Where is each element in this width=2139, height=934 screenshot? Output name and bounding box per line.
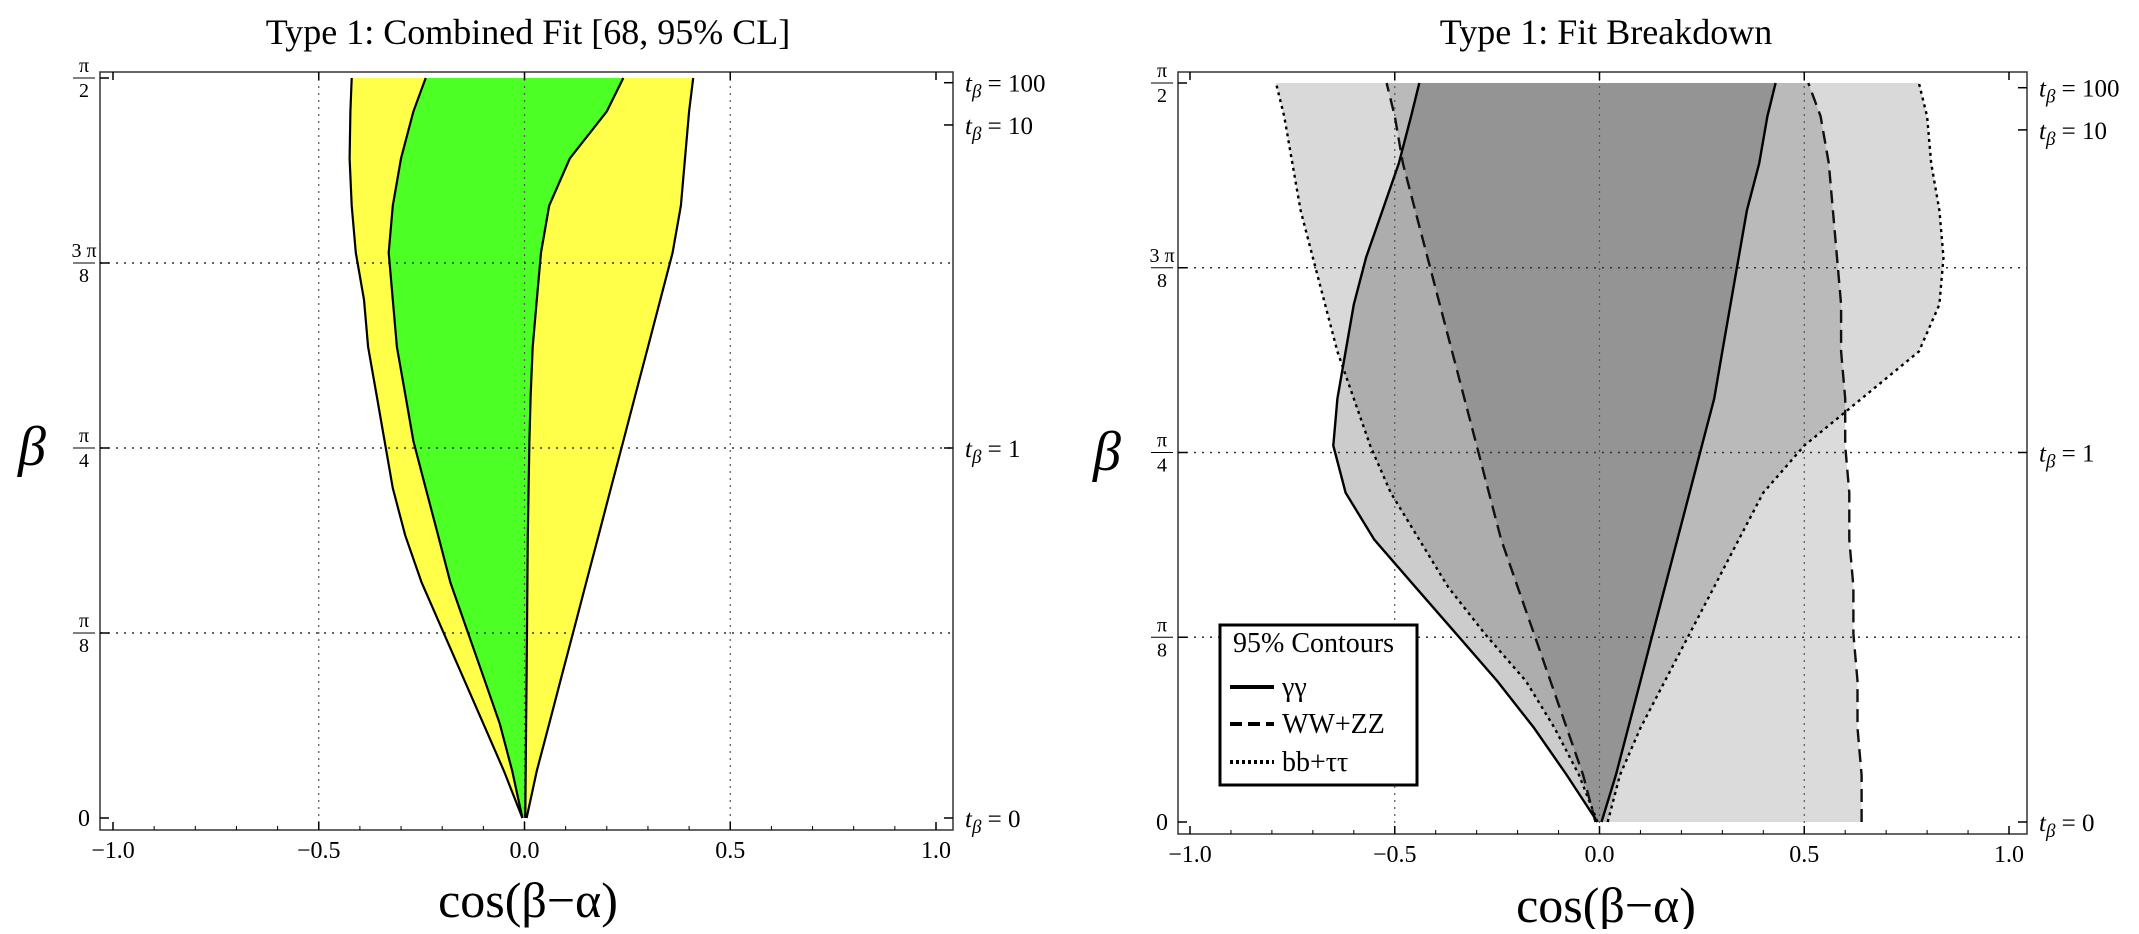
y-tick-denominator: 4 [79,450,89,472]
y-tick-denominator: 4 [1157,455,1167,477]
y-tick-denominator: 2 [1157,85,1167,107]
y-tick-numerator: π [79,425,89,447]
x-tick-label: 1.0 [1994,842,2024,868]
legend: 95% Contours γγ WW+ZZ bb+ττ [1218,623,1419,787]
contour-region [1386,83,1862,822]
y-tick-denominator: 2 [79,80,89,102]
y-tick-label: π2 [73,55,95,102]
series-line [1385,82,1597,823]
x-tick-label: 0.5 [715,838,745,864]
series-line [1600,82,1777,823]
right-tick-label: tβ = 1 [2039,441,2095,473]
y-tick-denominator: 8 [1157,270,1167,292]
y-tick-numerator: 3 π [71,240,96,262]
y-tick-label: 0 [78,806,90,832]
y-tick-label: 0 [1156,810,1168,836]
y-tick-numerator: π [1157,430,1167,452]
y-tick-numerator: π [1157,60,1167,82]
right-tick-label: tβ = 100 [2039,76,2120,108]
series-line [387,77,524,819]
x-tick-label: −1.0 [1168,842,1212,868]
right-tick-label: tβ = 100 [965,71,1046,103]
legend-item-gammagamma: γγ [1281,672,1307,703]
x-tick-label: −0.5 [1373,842,1417,868]
panel-right: Type 1: Fit Breakdown −1.0 −0.5 0.0 0.5 1.0 0… [1092,12,2119,933]
y-axis-label: β [17,416,46,478]
legend-title: 95% Contours [1233,628,1394,659]
x-axis-label: cos(β−α) [438,872,618,928]
y-tick-label: π2 [1151,60,1173,107]
panel-title: Type 1: Fit Breakdown [1440,12,1772,52]
y-tick-denominator: 8 [79,635,89,657]
confidence-region-68 [388,78,624,818]
y-tick-label: π4 [73,425,95,472]
y-tick-label: 3 π8 [71,240,96,287]
legend-item-bb-tautau: bb+ττ [1282,747,1348,778]
right-tick-label: tβ = 0 [2039,810,2095,842]
right-tick-label: tβ = 10 [2039,118,2107,150]
y-tick-denominator: 8 [79,265,89,287]
series-line [1332,82,1599,823]
series-line [1606,82,1945,823]
x-axis-label: cos(β−α) [1516,877,1696,929]
series-line [348,77,524,819]
x-tick-label: 0.0 [1585,842,1615,868]
series-line [524,77,625,819]
legend-item-ww-zz: WW+ZZ [1282,709,1385,740]
x-tick-label: −1.0 [91,838,135,864]
y-tick-numerator: 3 π [1149,245,1174,267]
y-tick-denominator: 8 [1157,639,1167,661]
y-axis-label: β [1092,421,1121,483]
right-tick-label: tβ = 1 [965,436,1021,468]
x-tick-label: 0.0 [510,838,540,864]
panel-title: Type 1: Combined Fit [68, 95% CL] [266,12,790,52]
y-tick-label: π8 [1151,614,1173,661]
x-tick-label: 0.5 [1789,842,1819,868]
y-tick-label: π8 [73,610,95,657]
series-line [1274,82,1599,823]
series-line [525,77,695,819]
y-tick-numerator: π [79,610,89,632]
y-tick-label: π4 [1151,430,1173,477]
panel-left: Type 1: Combined Fit [68, 95% CL] −1.0 −0… [17,12,1045,928]
x-tick-label: −0.5 [297,838,341,864]
y-tick-numerator: π [79,55,89,77]
series-line [1807,82,1863,822]
y-tick-label: 3 π8 [1149,245,1174,292]
right-tick-label: tβ = 0 [965,806,1021,838]
legend-box [1218,623,1419,787]
x-tick-label: 1.0 [921,838,951,864]
y-tick-numerator: π [1157,614,1167,636]
right-tick-label: tβ = 10 [965,113,1033,145]
